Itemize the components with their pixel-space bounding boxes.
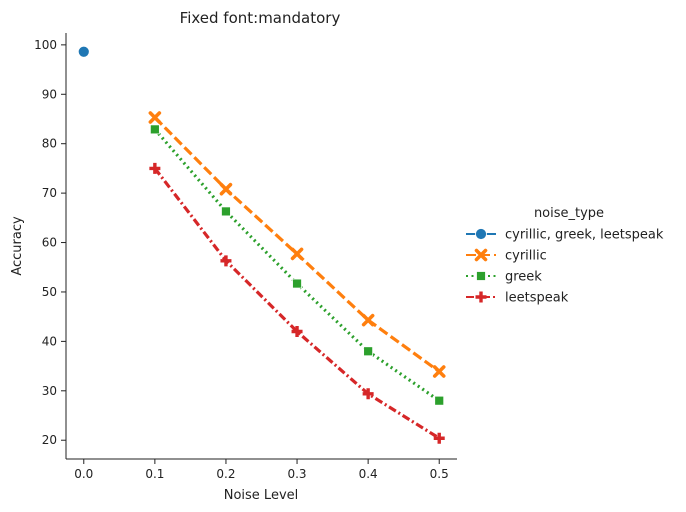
data-point [290,247,304,261]
y-tick-label: 50 [42,285,57,299]
y-tick-label: 100 [34,38,57,52]
data-point [77,45,90,58]
data-point [149,124,160,135]
data-point [432,365,446,378]
y-tick-label: 30 [42,384,57,398]
x-axis-label: Noise Level [224,488,299,503]
legend-marker [474,248,488,262]
series-3 [149,162,445,444]
chart-title: Fixed font:mandatory [180,9,341,27]
data-point [361,313,375,327]
data-point [291,325,303,337]
legend-marker [475,228,487,240]
legend-label: cyrillic, greek, leetspeak [505,228,664,243]
x-tick-label: 0.2 [216,467,235,481]
data-point [362,388,374,400]
y-axis-label: Accuracy [10,216,25,276]
x-tick-label: 0.5 [430,467,449,481]
data-point [363,346,374,357]
data-point [292,278,302,289]
legend-label: leetspeak [505,291,569,306]
y-tick-label: 40 [42,334,57,348]
data-point [148,111,162,124]
x-tick-label: 0.0 [74,467,93,481]
legend-title: noise_type [534,206,604,221]
x-tick-label: 0.1 [145,467,164,481]
data-point [220,255,232,267]
data-point [149,162,161,174]
legend-label: cyrillic [505,249,547,264]
plot-area [77,45,446,444]
legend-item-3: leetspeak [466,291,569,306]
legend: noise_type cyrillic, greek, leetspeak cyr… [466,206,664,306]
data-point [433,432,445,444]
series-line [153,128,441,403]
legend-item-0: cyrillic, greek, leetspeak [466,228,664,243]
legend-marker [476,271,486,281]
x-tick-label: 0.4 [359,467,378,481]
series-0 [77,45,90,58]
legend-item-1: cyrillic [466,249,547,264]
y-tick-label: 20 [42,433,57,447]
y-tick-label: 60 [42,236,57,250]
legend-label: greek [505,270,542,285]
ticks: 0.0 0.1 0.2 0.3 0.4 0.5 20 30 40 50 60 70 80 90 100 [34,38,449,481]
data-point [434,395,445,406]
series-line [153,167,441,440]
data-point [221,206,231,217]
y-tick-label: 80 [42,137,57,151]
series-1 [148,111,446,378]
x-tick-label: 0.3 [287,467,306,481]
legend-marker [475,291,487,303]
legend-item-2: greek [466,270,542,285]
data-point [219,182,233,196]
y-tick-label: 70 [42,186,57,200]
axes [65,33,457,460]
y-tick-label: 90 [42,87,57,101]
series-2 [149,124,445,406]
